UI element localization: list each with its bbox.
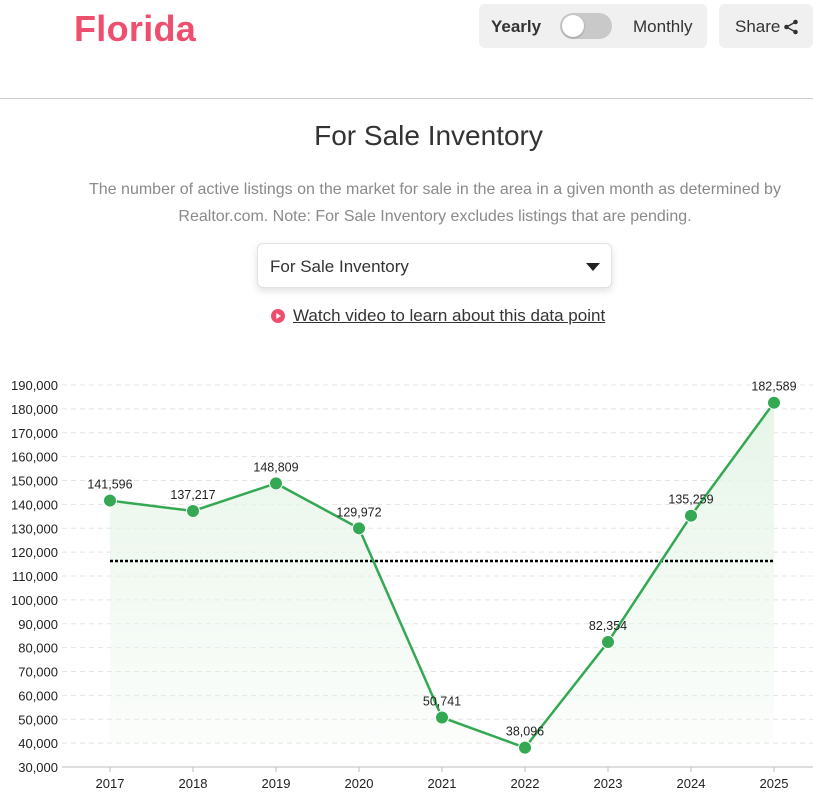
data-label: 50,741 xyxy=(423,694,461,708)
data-point xyxy=(767,395,781,410)
x-tick-label: 2022 xyxy=(511,776,540,791)
metric-select-value: For Sale Inventory xyxy=(270,257,409,276)
y-tick-label: 140,000 xyxy=(11,497,58,512)
y-tick-label: 110,000 xyxy=(12,569,58,584)
y-tick-label: 170,000 xyxy=(11,426,58,441)
y-tick-label: 70,000 xyxy=(18,665,58,680)
header-divider xyxy=(0,98,813,99)
share-icon xyxy=(784,19,798,35)
data-label: 38,096 xyxy=(506,725,544,739)
toggle-option-monthly[interactable]: Monthly xyxy=(633,17,693,36)
page-title: Florida xyxy=(74,8,197,49)
x-tick-label: 2018 xyxy=(179,776,208,791)
y-tick-label: 180,000 xyxy=(11,402,58,417)
x-tick-label: 2017 xyxy=(96,776,125,791)
data-label: 182,589 xyxy=(751,380,796,394)
frequency-toggle-group: Yearly Monthly xyxy=(479,4,707,48)
metric-select[interactable]: For Sale Inventory xyxy=(257,243,612,288)
section-title: For Sale Inventory xyxy=(314,120,543,151)
x-tick-label: 2025 xyxy=(760,776,789,791)
y-tick-label: 90,000 xyxy=(18,617,58,632)
y-tick-label: 80,000 xyxy=(18,641,58,656)
x-tick-label: 2024 xyxy=(677,776,706,791)
y-tick-label: 190,000 xyxy=(11,378,58,393)
data-point xyxy=(186,504,200,519)
toggle-option-yearly[interactable]: Yearly xyxy=(491,17,542,36)
y-tick-label: 50,000 xyxy=(18,712,58,727)
y-tick-label: 30,000 xyxy=(18,760,58,775)
x-tick-label: 2021 xyxy=(428,776,457,791)
data-point xyxy=(601,635,615,650)
y-tick-label: 120,000 xyxy=(11,545,58,560)
y-tick-label: 40,000 xyxy=(18,736,58,751)
share-label: Share xyxy=(735,17,781,36)
y-tick-label: 150,000 xyxy=(11,474,58,489)
data-point xyxy=(684,508,698,523)
data-point xyxy=(269,476,283,491)
data-point xyxy=(352,521,366,536)
watch-video-text: Watch video to learn about this data poi… xyxy=(293,306,606,325)
frequency-toggle-switch[interactable] xyxy=(560,13,612,39)
data-point xyxy=(103,493,117,508)
data-label: 135,259 xyxy=(668,493,713,507)
section-description: The number of active listings on the mar… xyxy=(89,181,781,225)
y-tick-label: 60,000 xyxy=(18,688,58,703)
y-tick-label: 130,000 xyxy=(11,521,58,536)
x-tick-label: 2023 xyxy=(594,776,623,791)
y-tick-label: 100,000 xyxy=(11,593,58,608)
inventory-line-chart: 190,000 180,000 170,000 160,000 150,000 140,0… xyxy=(11,378,813,791)
x-tick-label: 2019 xyxy=(262,776,291,791)
share-button[interactable]: Share xyxy=(719,4,813,48)
data-point xyxy=(435,710,449,725)
data-point xyxy=(518,740,532,755)
data-label: 148,809 xyxy=(253,460,298,474)
data-label: 129,972 xyxy=(336,505,381,519)
toggle-knob xyxy=(562,15,584,37)
y-tick-label: 160,000 xyxy=(11,450,58,465)
data-label: 141,596 xyxy=(87,478,132,492)
x-tick-label: 2020 xyxy=(345,776,374,791)
caret-down-icon xyxy=(586,263,600,271)
data-label: 137,217 xyxy=(170,488,215,502)
play-circle-icon xyxy=(271,309,285,323)
data-label: 82,354 xyxy=(589,619,627,633)
